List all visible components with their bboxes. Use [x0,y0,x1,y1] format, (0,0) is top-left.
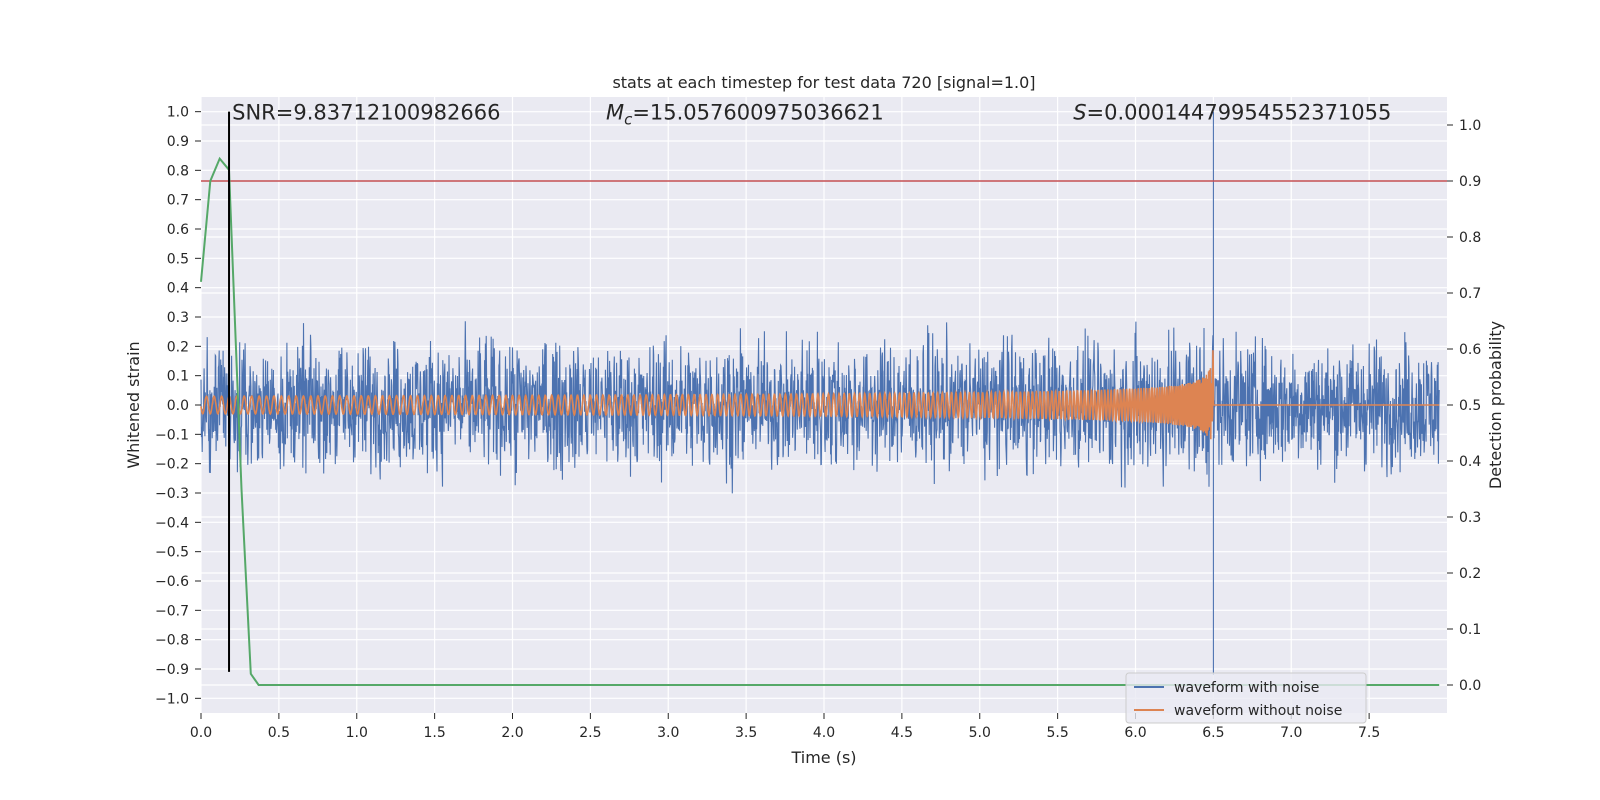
y-left-tick-label: −0.8 [155,633,189,649]
x-tick-label: 6.5 [1202,725,1224,741]
y-right-tick-label: 1.0 [1459,118,1481,134]
annotation-main: S [1073,101,1086,125]
x-tick-label: 4.0 [813,725,835,741]
annotation-main: SNR=9.83712100982666 [232,101,500,125]
series-detection-probability [200,156,1440,686]
y-right-tick-label: 0.9 [1459,174,1481,190]
legend-label: waveform without noise [1174,703,1342,719]
y-right-tick-label: 0.3 [1459,510,1481,526]
annotation-text: SNR=9.83712100982666 [232,101,500,125]
y-right-tick-label: 0.5 [1459,398,1481,414]
annotation-text: S=0.00014479954552371055 [1073,101,1391,125]
x-tick-label: 4.5 [891,725,913,741]
annotation-text: Mc=15.057600975036621 [606,101,884,129]
x-tick-label: 0.0 [190,725,212,741]
x-tick-label: 5.0 [969,725,991,741]
y-left-axis-ticks: 1.0 0.9 0.8 0.7 0.6 0.5 0.4 0.3 0.2 0.1 0.0 −0.1 −0.… [155,105,201,707]
y-right-tick-label: 0.1 [1459,622,1481,638]
y-left-tick-label: 0.3 [167,310,189,326]
annotation-value: =0.00014479954552371055 [1087,101,1392,125]
x-tick-label: 2.0 [501,725,523,741]
x-tick-label: 7.5 [1358,725,1380,741]
y-right-tick-label: 0.8 [1459,230,1481,246]
x-tick-label: 1.0 [346,725,368,741]
series-layer [200,111,1447,686]
annotation-subscript: c [624,111,633,129]
x-tick-label: 1.5 [423,725,445,741]
series-waveform-without-noise [200,350,1440,440]
y-left-tick-label: −1.0 [155,691,189,707]
x-tick-label: 7.0 [1280,725,1302,741]
annotation-value: =15.057600975036621 [632,101,883,125]
y-right-tick-label: 0.4 [1459,454,1481,470]
legend-box [1125,672,1367,724]
x-tick-label: 2.5 [579,725,601,741]
y-left-tick-label: 0.6 [167,222,189,238]
x-tick-label: 5.5 [1046,725,1068,741]
x-tick-label: 0.5 [268,725,290,741]
y-left-axis-label: Whitened strain [124,341,143,468]
x-axis-ticks: 0.0 0.5 1.0 1.5 2.0 2.5 3.0 3.5 4.0 4.5 5.0 5.5 6.0 6… [190,713,1380,741]
chart-title: stats at each timestep for test data 720… [612,73,1035,92]
y-right-axis-ticks: 1.0 0.9 0.8 0.7 0.6 0.5 0.4 0.3 0.2 0.1 0.0 [1447,118,1481,694]
y-right-tick-label: 0.2 [1459,566,1481,582]
y-left-tick-label: 0.5 [167,251,189,267]
y-left-tick-label: −0.4 [155,515,189,531]
x-tick-label: 3.0 [657,725,679,741]
y-left-tick-label: 0.9 [167,134,189,150]
legend: waveform with noise waveform without nois… [1125,672,1367,724]
legend-label: waveform with noise [1174,680,1319,696]
y-right-tick-label: 0.7 [1459,286,1481,302]
y-left-tick-label: 1.0 [167,105,189,121]
y-left-tick-label: −0.5 [155,545,189,561]
x-tick-label: 6.0 [1124,725,1146,741]
y-right-axis-label: Detection probability [1486,321,1505,489]
y-left-tick-label: 0.7 [167,193,189,209]
y-left-tick-label: −0.7 [155,603,189,619]
annotation-main: M [606,101,624,125]
y-right-tick-label: 0.6 [1459,342,1481,358]
annotations: SNR=9.83712100982666 Mc=15.05760097503662… [232,101,1391,129]
y-left-tick-label: 0.0 [167,398,189,414]
y-left-tick-label: 0.1 [167,369,189,385]
y-left-tick-label: −0.3 [155,486,189,502]
y-left-tick-label: 0.8 [167,163,189,179]
x-tick-label: 3.5 [735,725,757,741]
y-right-tick-label: 0.0 [1459,678,1481,694]
y-left-tick-label: 0.4 [167,281,189,297]
y-left-tick-label: −0.9 [155,662,189,678]
y-left-tick-label: −0.2 [155,457,189,473]
y-left-tick-label: −0.1 [155,427,189,443]
y-left-tick-label: −0.6 [155,574,189,590]
x-axis-label: Time (s) [790,748,856,767]
y-left-tick-label: 0.2 [167,339,189,355]
